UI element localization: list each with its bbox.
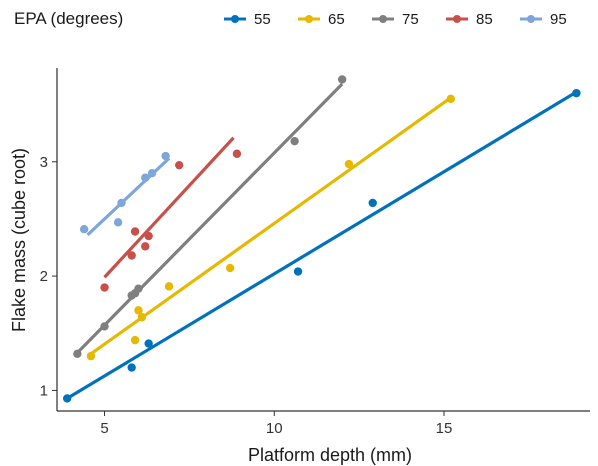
data-point-85 (175, 160, 184, 170)
x-tick-label: 10 (266, 420, 283, 437)
data-point-85 (127, 251, 136, 260)
data-point-85 (232, 149, 242, 158)
data-point-65 (130, 335, 140, 345)
data-point-85 (141, 242, 150, 251)
data-point-65 (134, 306, 143, 315)
series-55 (62, 88, 581, 403)
data-point-65 (344, 159, 354, 169)
data-point-55 (62, 394, 72, 403)
data-point-55 (127, 363, 136, 372)
series-95 (79, 151, 171, 237)
y-axis-title: Flake mass (cube root) (9, 148, 29, 332)
legend-item-75: 75 (372, 11, 419, 28)
y-tick-label: 1 (40, 382, 48, 399)
series-65 (86, 94, 456, 361)
data-point-95 (141, 173, 150, 182)
data-point-75 (290, 136, 299, 146)
data-point-75 (100, 322, 109, 331)
fit-line-55 (66, 90, 578, 400)
legend-item-55: 55 (224, 11, 271, 28)
fit-line-85 (103, 136, 235, 279)
data-point-75 (134, 284, 143, 293)
axes: 5 10 15 1 2 3 Platform depth (mm) Flake mass… (9, 68, 590, 465)
data-point-95 (79, 225, 89, 234)
legend-key-point (305, 15, 313, 23)
legend-label: 65 (328, 11, 345, 28)
legend: EPA (degrees) 55 65 75 85 95 (14, 9, 567, 28)
data-point-65 (225, 263, 235, 273)
series-75 (73, 75, 347, 359)
legend-key-point (379, 15, 387, 23)
data-point-85 (144, 231, 153, 241)
data-point-55 (144, 339, 153, 348)
data-point-65 (446, 94, 456, 104)
legend-item-95: 95 (520, 11, 567, 28)
legend-key-point (453, 15, 461, 23)
data-point-85 (130, 227, 140, 236)
series-85 (100, 136, 242, 292)
data-point-55 (572, 88, 581, 98)
legend-title: EPA (degrees) (14, 9, 123, 28)
legend-label: 85 (476, 11, 493, 28)
x-tick-label: 5 (100, 420, 108, 437)
data-point-65 (137, 313, 147, 322)
fit-line-65 (90, 96, 452, 356)
data-point-95 (161, 151, 170, 161)
x-tick-label: 15 (436, 420, 453, 437)
legend-key-point (231, 15, 239, 23)
legend-key-point (527, 15, 535, 23)
y-tick-label: 2 (40, 268, 48, 285)
data-point-65 (164, 282, 174, 291)
legend-label: 55 (254, 11, 271, 28)
legend-label: 95 (550, 11, 567, 28)
legend-item-85: 85 (446, 11, 493, 28)
data-point-85 (100, 283, 109, 292)
fit-line-95 (86, 157, 171, 237)
data-point-55 (293, 267, 303, 276)
plot-area (62, 75, 581, 403)
data-point-95 (117, 198, 126, 208)
data-point-65 (86, 351, 96, 361)
data-point-95 (147, 168, 157, 178)
data-point-75 (337, 75, 347, 84)
fit-line-75 (76, 82, 344, 354)
data-point-95 (113, 218, 123, 227)
data-point-75 (73, 349, 82, 359)
legend-item-65: 65 (298, 11, 345, 28)
legend-label: 75 (402, 11, 419, 28)
data-point-55 (368, 198, 377, 208)
y-tick-label: 3 (40, 154, 48, 171)
x-axis-title: Platform depth (mm) (248, 445, 412, 465)
